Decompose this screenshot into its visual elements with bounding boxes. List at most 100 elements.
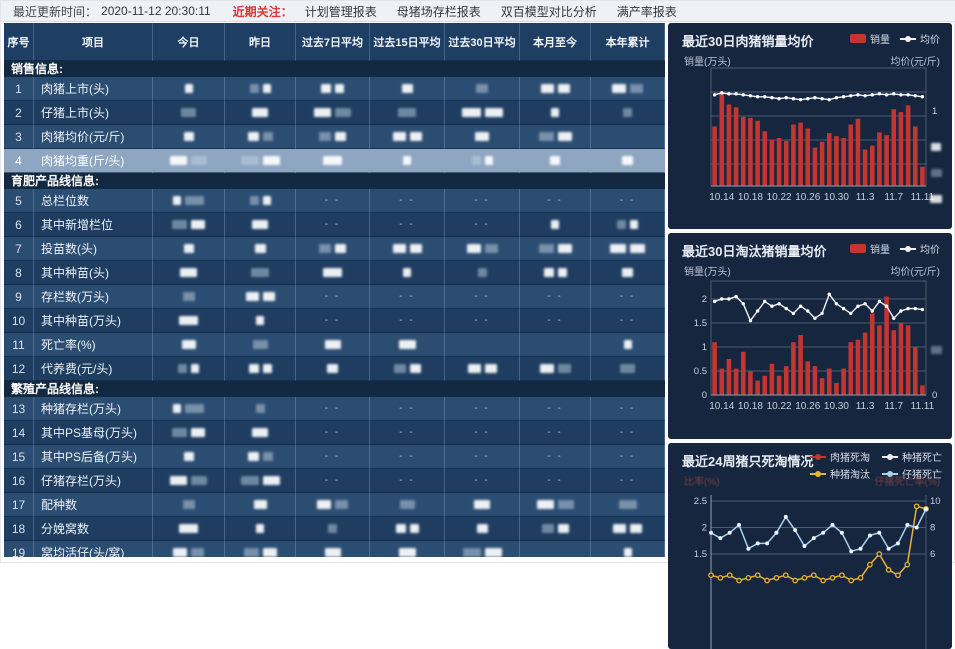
redacted-dash: - - — [324, 195, 341, 206]
redacted-value — [551, 220, 559, 229]
data-cell: - - — [591, 309, 665, 333]
legend-item-line[interactable]: 均价 — [900, 241, 940, 256]
redacted-value — [262, 476, 280, 485]
row-index: 10 — [4, 309, 34, 333]
legend-item-bar[interactable]: 销量 — [850, 241, 890, 256]
svg-text:11.11: 11.11 — [911, 192, 935, 203]
redacted-value — [401, 84, 413, 93]
data-cell — [153, 541, 225, 557]
row-index: 16 — [4, 469, 34, 493]
redacted-value — [172, 220, 187, 229]
row-label: 存栏数(万头) — [34, 285, 153, 309]
redacted-value — [243, 548, 259, 557]
line-dot-icon — [810, 452, 826, 461]
table-row[interactable]: 17 配种数 — [4, 493, 665, 517]
redacted-value — [557, 268, 567, 277]
data-cell — [225, 213, 296, 237]
redacted-value — [191, 156, 207, 165]
data-cell: - - — [370, 445, 445, 469]
row-label: 肉猪均价(元/斤) — [34, 125, 153, 149]
redacted-dash: - - — [474, 403, 490, 414]
table-row[interactable]: 19 窝均活仔(头/窝) — [4, 541, 665, 557]
row-index: 19 — [4, 541, 34, 557]
data-cell: - - — [445, 309, 520, 333]
table-row[interactable]: 12 代养费(元/头) — [4, 357, 665, 381]
data-cell — [296, 149, 370, 173]
table-row[interactable]: 11 死亡率(%) — [4, 333, 665, 357]
redacted-value — [253, 500, 267, 509]
table-row[interactable]: 16 仔猪存栏(万头) - - - - - - - - - - — [4, 469, 665, 493]
data-cell — [225, 189, 296, 213]
redacted-value — [398, 548, 416, 557]
data-cell — [445, 125, 520, 149]
svg-text:10.30: 10.30 — [824, 401, 849, 412]
table-row[interactable]: 13 种猪存栏(万头) - - - - - - - - - - — [4, 397, 665, 421]
svg-text:10: 10 — [930, 496, 941, 507]
redacted-value — [248, 364, 259, 373]
table-row[interactable]: 4 肉猪均重(斤/头) — [4, 149, 665, 173]
report-link[interactable]: 双百模型对比分析 — [500, 4, 597, 19]
row-index: 15 — [4, 445, 34, 469]
data-cell: - - — [520, 421, 591, 445]
table-row[interactable]: 9 存栏数(万头) - - - - - - - - - - — [4, 285, 665, 309]
redacted-value — [477, 268, 487, 277]
data-cell — [520, 517, 591, 541]
table-row[interactable]: 18 分娩窝数 — [4, 517, 665, 541]
data-cell — [225, 493, 296, 517]
redacted-value — [256, 524, 264, 533]
report-link[interactable]: 满产率报表 — [616, 4, 677, 19]
report-link[interactable]: 计划管理报表 — [304, 4, 377, 19]
data-cell — [153, 189, 225, 213]
redacted-dash: - - — [619, 427, 636, 438]
data-cell — [225, 237, 296, 261]
table-row[interactable]: 8 其中种苗(头) — [4, 261, 665, 285]
redacted-value — [612, 84, 626, 93]
redacted-dash: - - — [474, 475, 490, 486]
redacted-value — [484, 364, 497, 373]
y-axis-label-right: 仔猪死亡率(%) — [874, 477, 940, 488]
redacted-value — [392, 244, 406, 253]
redacted-value — [181, 108, 196, 117]
legend-item-line[interactable]: 种猪淘汰 — [810, 466, 870, 481]
data-cell — [520, 493, 591, 517]
redacted-axis-tick — [931, 346, 942, 354]
data-cell — [591, 77, 665, 101]
column-header: 本年累计 — [591, 23, 665, 61]
data-cell — [445, 101, 520, 125]
legend-item-line[interactable]: 均价 — [900, 31, 940, 46]
data-cell — [225, 149, 296, 173]
legend-item-line[interactable]: 仔猪死亡 — [882, 466, 942, 481]
data-cell — [225, 397, 296, 421]
table-row[interactable]: 2 仔猪上市(头) — [4, 101, 665, 125]
table-row[interactable]: 5 总栏位数 - - - - - - - - - - — [4, 189, 665, 213]
legend-item-line[interactable]: 种猪死亡 — [882, 449, 942, 464]
report-link[interactable]: 母猪场存栏报表 — [396, 4, 481, 19]
data-cell — [225, 541, 296, 557]
table-row[interactable]: 15 其中PS后备(万头) - - - - - - - - - - — [4, 445, 665, 469]
data-cell — [370, 125, 445, 149]
legend-item-line[interactable]: 肉猪死淘 — [810, 449, 870, 464]
row-index: 11 — [4, 333, 34, 357]
redacted-value — [262, 196, 271, 205]
table-row[interactable]: 10 其中种苗(万头) - - - - - - - - - - — [4, 309, 665, 333]
table-row[interactable]: 7 投苗数(头) — [4, 237, 665, 261]
table-row[interactable]: 6 其中新增栏位 - - - - - - — [4, 213, 665, 237]
redacted-value — [462, 548, 481, 557]
row-label: 配种数 — [34, 493, 153, 517]
table-row[interactable]: 14 其中PS基母(万头) - - - - - - - - - - — [4, 421, 665, 445]
table-row[interactable]: 3 肉猪均价(元/斤) — [4, 125, 665, 149]
data-cell: - - — [370, 213, 445, 237]
data-cell — [591, 237, 665, 261]
redacted-value — [395, 524, 406, 533]
data-cell — [520, 125, 591, 149]
recent-focus-label: 近期关注： — [232, 4, 293, 19]
row-label: 投苗数(头) — [34, 237, 153, 261]
data-cell — [591, 125, 665, 149]
svg-text:10.22: 10.22 — [767, 401, 792, 412]
legend-item-bar[interactable]: 销量 — [850, 31, 890, 46]
table-row[interactable]: 1 肉猪上市(头) — [4, 77, 665, 101]
redacted-value — [398, 108, 416, 117]
redacted-value — [623, 108, 632, 117]
svg-text:1.5: 1.5 — [694, 318, 707, 329]
line-dot-icon — [810, 469, 826, 478]
